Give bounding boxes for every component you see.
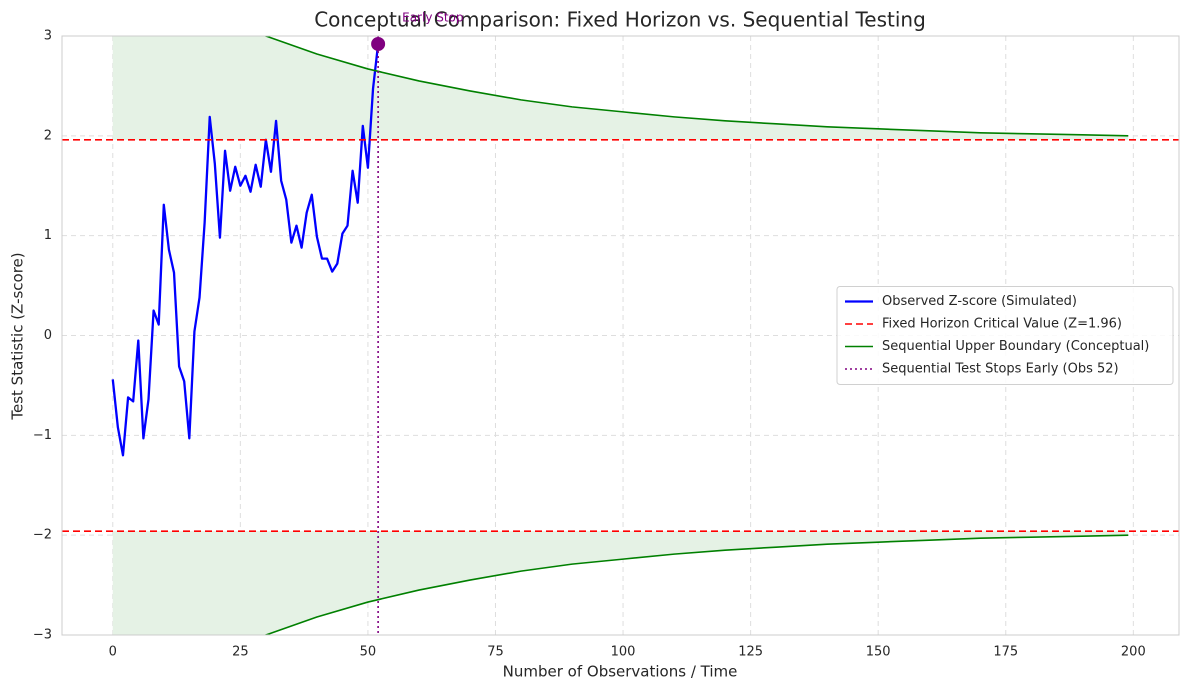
chart-title: Conceptual Comparison: Fixed Horizon vs.… (314, 8, 926, 32)
y-tick-label: 3 (44, 29, 52, 44)
x-tick-label: 200 (1121, 645, 1146, 660)
series-line (263, 534, 1129, 635)
y-tick-label: −2 (33, 528, 52, 543)
x-tick-label: 75 (487, 645, 504, 660)
plot-area (62, 36, 1179, 635)
x-tick-label: 175 (993, 645, 1018, 660)
x-tick-label: 25 (232, 645, 249, 660)
y-tick-label: 0 (44, 328, 52, 343)
early-stop-marker (371, 36, 386, 51)
x-tick-label: 150 (866, 645, 891, 660)
boundary-fill (112, 36, 1129, 140)
series-line (263, 36, 1129, 137)
x-axis-label: Number of Observations / Time (503, 663, 738, 681)
boundary-fill (112, 531, 1129, 635)
y-tick-label: −1 (33, 428, 52, 443)
plot-frame (61, 35, 1180, 636)
x-tick-label: 125 (738, 645, 763, 660)
y-tick-label: −3 (33, 628, 52, 643)
y-tick-label: 1 (44, 228, 52, 243)
y-axis-label: Test Statistic (Z-score) (9, 252, 27, 420)
annotation-label: Early Stop (402, 10, 463, 24)
legend-label: Observed Z-score (Simulated) (882, 294, 1077, 309)
legend-box (836, 286, 1174, 385)
x-tick-label: 0 (109, 645, 117, 660)
legend-label: Sequential Upper Boundary (Conceptual) (882, 339, 1149, 354)
legend-label: Fixed Horizon Critical Value (Z=1.96) (882, 317, 1122, 332)
x-tick-label: 50 (360, 645, 377, 660)
x-tick-label: 100 (611, 645, 636, 660)
series-line (111, 43, 380, 457)
y-tick-label: 2 (44, 128, 52, 143)
legend-label: Sequential Test Stops Early (Obs 52) (882, 362, 1119, 377)
